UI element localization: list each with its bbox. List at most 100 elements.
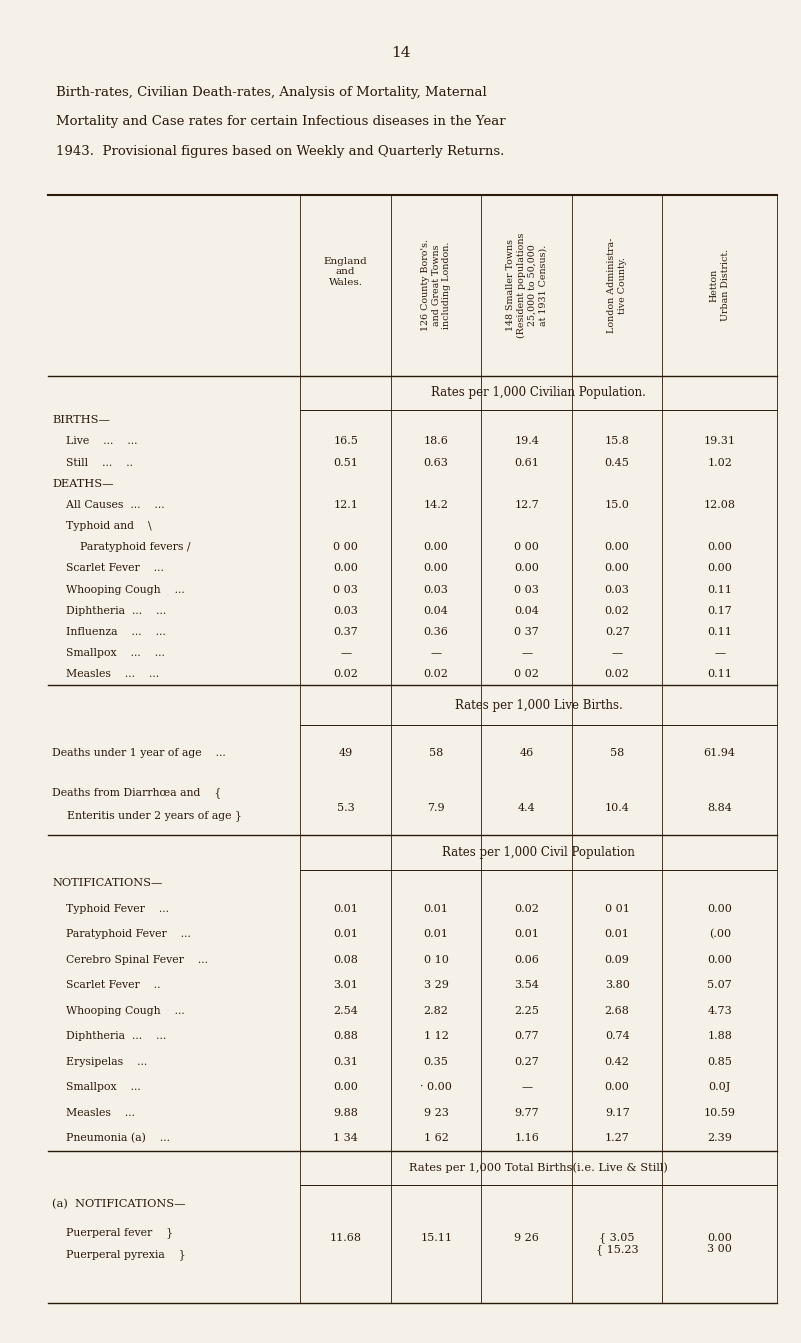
Text: 0.00: 0.00	[424, 543, 449, 552]
Text: 5.07: 5.07	[707, 980, 732, 990]
Text: 0.00: 0.00	[605, 1082, 630, 1092]
Text: 0.85: 0.85	[707, 1057, 732, 1066]
Text: Still    ...    ..: Still ... ..	[52, 458, 133, 467]
Text: 2.54: 2.54	[333, 1006, 358, 1015]
Text: Cerebro Spinal Fever    ...: Cerebro Spinal Fever ...	[52, 955, 208, 964]
Text: Puerperal fever    }: Puerperal fever }	[52, 1228, 173, 1238]
Text: 1.02: 1.02	[707, 458, 732, 467]
Text: 0.00: 0.00	[707, 543, 732, 552]
Text: Typhoid Fever    ...: Typhoid Fever ...	[52, 904, 169, 913]
Text: 11.68: 11.68	[330, 1233, 361, 1244]
Text: Measles    ...    ...: Measles ... ...	[52, 669, 159, 680]
Text: 0.88: 0.88	[333, 1031, 358, 1041]
Text: Diphtheria  ...    ...: Diphtheria ... ...	[52, 606, 167, 616]
Text: Paratyphoid Fever    ...: Paratyphoid Fever ...	[52, 929, 191, 939]
Text: 19.4: 19.4	[514, 436, 539, 446]
Text: 3 29: 3 29	[424, 980, 449, 990]
Text: Enteritis under 2 years of age }: Enteritis under 2 years of age }	[60, 810, 242, 822]
Text: · 0.00: · 0.00	[421, 1082, 452, 1092]
Text: 0 01: 0 01	[605, 904, 630, 913]
Text: 1 62: 1 62	[424, 1133, 449, 1143]
Text: 0.61: 0.61	[514, 458, 539, 467]
Text: 0.27: 0.27	[514, 1057, 539, 1066]
Text: Rates per 1,000 Civil Population: Rates per 1,000 Civil Population	[442, 846, 635, 860]
Text: 0.00: 0.00	[333, 1082, 358, 1092]
Text: 3.54: 3.54	[514, 980, 539, 990]
Text: 1.27: 1.27	[605, 1133, 630, 1143]
Text: 1 34: 1 34	[333, 1133, 358, 1143]
Text: Typhoid and    \: Typhoid and \	[52, 521, 151, 530]
Text: 61.94: 61.94	[704, 748, 735, 757]
Text: 0.02: 0.02	[605, 669, 630, 680]
Text: 0.01: 0.01	[333, 904, 358, 913]
Text: 14.2: 14.2	[424, 500, 449, 510]
Text: 0.35: 0.35	[424, 1057, 449, 1066]
Text: 1943.  Provisional figures based on Weekly and Quarterly Returns.: 1943. Provisional figures based on Weekl…	[56, 145, 505, 158]
Text: 0.11: 0.11	[707, 669, 732, 680]
Text: 12.08: 12.08	[704, 500, 735, 510]
Text: England
and
Wales.: England and Wales.	[324, 257, 368, 287]
Text: Diphtheria  ...    ...: Diphtheria ... ...	[52, 1031, 167, 1041]
Text: Birth-rates, Civilian Death-rates, Analysis of Mortality, Maternal: Birth-rates, Civilian Death-rates, Analy…	[56, 86, 487, 99]
Text: 2.25: 2.25	[514, 1006, 539, 1015]
Text: (.00: (.00	[709, 929, 731, 939]
Text: 14: 14	[391, 46, 410, 59]
Text: Live    ...    ...: Live ... ...	[52, 436, 138, 446]
Text: Influenza    ...    ...: Influenza ... ...	[52, 627, 166, 637]
Text: 0.11: 0.11	[707, 584, 732, 595]
Text: 0.06: 0.06	[514, 955, 539, 964]
Text: 0.01: 0.01	[333, 929, 358, 939]
Text: 0.02: 0.02	[605, 606, 630, 616]
Text: 0 37: 0 37	[514, 627, 539, 637]
Text: 3 00: 3 00	[707, 1244, 732, 1254]
Text: London Administra-
tive County.: London Administra- tive County.	[607, 238, 627, 333]
Text: 9.88: 9.88	[333, 1108, 358, 1117]
Text: 0.01: 0.01	[424, 929, 449, 939]
Text: 9 23: 9 23	[424, 1108, 449, 1117]
Text: 2.39: 2.39	[707, 1133, 732, 1143]
Text: 148 Smaller Towns
(Resident populations
25,000 to 50,000
at 1931 Census).: 148 Smaller Towns (Resident populations …	[506, 232, 547, 338]
Text: DEATHS—: DEATHS—	[52, 478, 114, 489]
Text: 16.5: 16.5	[333, 436, 358, 446]
Text: 0.51: 0.51	[333, 458, 358, 467]
Text: 0.00: 0.00	[707, 904, 732, 913]
Text: 7.9: 7.9	[427, 803, 445, 813]
Text: { 3.05: { 3.05	[599, 1233, 635, 1244]
Text: 0.00: 0.00	[707, 564, 732, 573]
Text: 0 03: 0 03	[333, 584, 358, 595]
Text: 0.02: 0.02	[424, 669, 449, 680]
Text: Puerperal pyrexia    }: Puerperal pyrexia }	[52, 1249, 186, 1260]
Text: 0 10: 0 10	[424, 955, 449, 964]
Text: 10.59: 10.59	[704, 1108, 735, 1117]
Text: 49: 49	[339, 748, 352, 757]
Text: 0.01: 0.01	[424, 904, 449, 913]
Text: 0.00: 0.00	[707, 1233, 732, 1244]
Text: 0 00: 0 00	[514, 543, 539, 552]
Text: 15.0: 15.0	[605, 500, 630, 510]
Text: 0 02: 0 02	[514, 669, 539, 680]
Text: 0.00: 0.00	[605, 564, 630, 573]
Text: 4.73: 4.73	[707, 1006, 732, 1015]
Text: Hetton
Urban District.: Hetton Urban District.	[710, 250, 730, 321]
Text: 4.4: 4.4	[517, 803, 536, 813]
Text: 0.00: 0.00	[333, 564, 358, 573]
Text: 46: 46	[520, 748, 533, 757]
Text: 3.80: 3.80	[605, 980, 630, 990]
Text: 2.68: 2.68	[605, 1006, 630, 1015]
Text: 12.7: 12.7	[514, 500, 539, 510]
Text: Scarlet Fever    ...: Scarlet Fever ...	[52, 564, 164, 573]
Text: 1 12: 1 12	[424, 1031, 449, 1041]
Text: Pneumonia (a)    ...: Pneumonia (a) ...	[52, 1133, 170, 1143]
Text: 5.3: 5.3	[336, 803, 355, 813]
Text: 0.27: 0.27	[605, 627, 630, 637]
Text: 0.77: 0.77	[514, 1031, 539, 1041]
Text: 0 03: 0 03	[514, 584, 539, 595]
Text: 12.1: 12.1	[333, 500, 358, 510]
Text: 58: 58	[429, 748, 443, 757]
Text: 9.77: 9.77	[514, 1108, 539, 1117]
Text: 0.00: 0.00	[424, 564, 449, 573]
Text: { 15.23: { 15.23	[596, 1244, 638, 1254]
Text: —: —	[431, 649, 441, 658]
Text: 0.31: 0.31	[333, 1057, 358, 1066]
Text: 0.03: 0.03	[333, 606, 358, 616]
